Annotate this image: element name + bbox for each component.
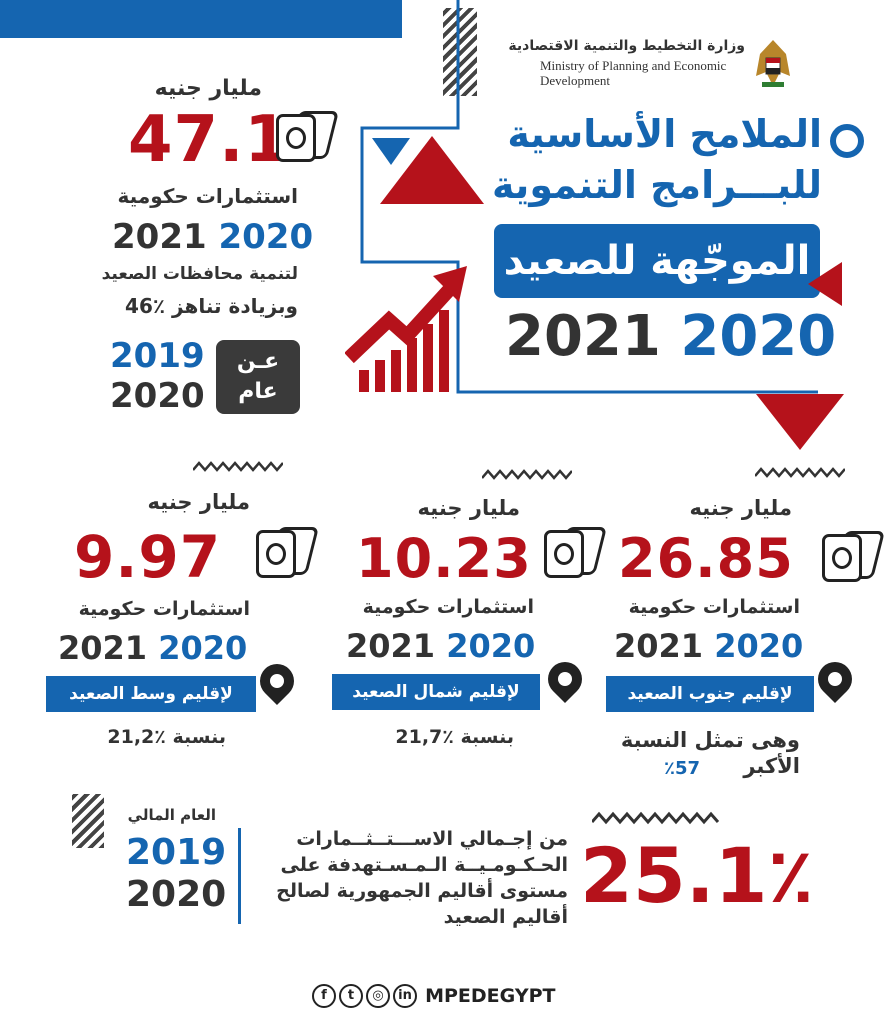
money-icon bbox=[544, 527, 607, 578]
location-pin-icon bbox=[810, 654, 860, 704]
footer-handle[interactable]: MPEDEGYPT bbox=[425, 985, 556, 1007]
region-south-year-b: 2021 bbox=[614, 627, 704, 665]
facebook-icon[interactable]: f bbox=[312, 984, 336, 1008]
triangle-up-decoration bbox=[380, 136, 484, 204]
fiscal-year-label: العام المالي bbox=[127, 806, 216, 824]
region-south-note2: الأكبر bbox=[743, 754, 800, 778]
ministry-name-en: Ministry of Planning and Economic Develo… bbox=[540, 58, 726, 88]
region-north-years: 2021 2020 bbox=[346, 626, 535, 666]
twitter-icon[interactable]: t bbox=[339, 984, 363, 1008]
region-central-share: بنسبة ٪21,2 bbox=[107, 726, 226, 748]
footer-social: f t ◎ in MPEDEGYPT bbox=[312, 984, 555, 1010]
money-icon bbox=[822, 531, 885, 582]
top-stat-unit: مليار جنيه bbox=[154, 76, 262, 101]
region-central-value: 9.97 bbox=[74, 523, 222, 591]
top-stat-compare-year-b: 2020 bbox=[110, 376, 205, 416]
region-south-value: 26.85 bbox=[618, 527, 794, 590]
top-stat-year-b: 2021 bbox=[112, 217, 207, 257]
region-north-year-a: 2020 bbox=[446, 627, 536, 665]
region-central-unit: مليار جنيه bbox=[147, 490, 250, 514]
ministry-name-ar: وزارة التخطيط والتنمية الاقتصادية bbox=[508, 38, 745, 54]
bottom-divider bbox=[238, 828, 241, 924]
top-stat-badge-line1: عـن bbox=[236, 349, 280, 374]
zigzag-decoration bbox=[755, 467, 845, 478]
region-south-label: استثمارات حكومية bbox=[628, 596, 800, 618]
zigzag-decoration bbox=[482, 469, 572, 480]
title-banner: الموجّهة للصعيد bbox=[494, 224, 820, 298]
top-stat-desc2-text: وبزيادة تناهز ٪46 bbox=[125, 294, 298, 318]
title-year-b: 2021 bbox=[505, 304, 661, 369]
title-line2: للبـــرامج التنموية bbox=[492, 163, 822, 207]
region-north-label: استثمارات حكومية bbox=[362, 596, 534, 618]
hatch-decoration-bottom bbox=[72, 794, 104, 848]
top-stat-desc2: وبزيادة تناهز ٪46 bbox=[70, 294, 298, 318]
location-pin-icon bbox=[252, 656, 302, 706]
fiscal-years: 2019 2020 bbox=[126, 832, 226, 916]
top-stat-badge-line2: عام bbox=[238, 379, 278, 404]
bottom-text-line3: مستوى أقاليم الجمهورية لصالح bbox=[276, 880, 568, 902]
bottom-text: من إجـمالي الاســـتــثــمارات الحـكـومـي… bbox=[246, 826, 568, 930]
region-south-unit: مليار جنيه bbox=[689, 496, 792, 520]
ministry-name-en-line1: Ministry of Planning and Economic bbox=[540, 58, 727, 73]
title-year-a: 2020 bbox=[680, 304, 837, 369]
title-bullet-icon bbox=[830, 124, 864, 158]
bottom-text-line1: من إجـمالي الاســـتــثــمارات bbox=[296, 828, 568, 850]
region-south-years: 2021 2020 bbox=[614, 626, 803, 666]
instagram-icon[interactable]: ◎ bbox=[366, 984, 390, 1008]
region-north-value: 10.23 bbox=[356, 527, 532, 590]
money-icon bbox=[256, 527, 319, 578]
title-line1: الملامح الأساسية bbox=[507, 112, 822, 156]
bottom-text-line4: أقاليم الصعيد bbox=[443, 906, 568, 928]
region-north-share: بنسبة ٪21,7 bbox=[395, 726, 514, 748]
region-central-year-a: 2020 bbox=[158, 629, 248, 667]
region-north-unit: مليار جنيه bbox=[417, 496, 520, 520]
growth-chart-icon bbox=[345, 266, 467, 392]
ministry-name-en-line2: Development bbox=[540, 73, 611, 88]
money-icon bbox=[276, 111, 339, 162]
region-south-note3: ٪57 bbox=[663, 758, 700, 779]
top-stat-label: استثمارات حكومية bbox=[117, 184, 298, 208]
top-stat-compare-years: 2019 2020 bbox=[110, 336, 205, 416]
title-years: 2021 2020 bbox=[505, 304, 836, 370]
region-south-bar: لإقليم جنوب الصعيد bbox=[606, 676, 814, 712]
bottom-text-line2: الحـكـومـيــة الـمـسـتهدفة على bbox=[280, 854, 568, 876]
fiscal-year-a: 2019 bbox=[126, 832, 227, 873]
fiscal-year-b: 2020 bbox=[126, 874, 227, 915]
top-stat-value: 47.1 bbox=[128, 103, 290, 177]
zigzag-decoration bbox=[193, 461, 283, 472]
top-stat-compare-year-a: 2019 bbox=[110, 336, 205, 376]
region-central-label: استثمارات حكومية bbox=[78, 598, 250, 620]
linkedin-icon[interactable]: in bbox=[393, 984, 417, 1008]
title-banner-arrow bbox=[808, 262, 842, 306]
hatch-decoration-top bbox=[443, 8, 477, 96]
region-central-year-b: 2021 bbox=[58, 629, 148, 667]
triangle-down-decoration bbox=[756, 394, 844, 450]
zigzag-decoration bbox=[592, 811, 720, 825]
top-stat-year-a: 2020 bbox=[218, 217, 314, 257]
region-north-year-b: 2021 bbox=[346, 627, 436, 665]
bottom-value: 25.1٪ bbox=[580, 831, 814, 920]
region-north-bar: لإقليم شمال الصعيد bbox=[332, 674, 540, 710]
region-south-note1: وهى تمثل النسبة bbox=[620, 728, 800, 752]
top-stat-years: 2021 2020 bbox=[112, 216, 313, 258]
top-blue-bar bbox=[0, 0, 402, 38]
top-stat-desc1: لتنمية محافظات الصعيد bbox=[101, 264, 298, 284]
region-central-years: 2021 2020 bbox=[58, 628, 247, 668]
region-central-bar: لإقليم وسط الصعيد bbox=[46, 676, 256, 712]
location-pin-icon bbox=[540, 654, 590, 704]
eagle-emblem-icon bbox=[756, 40, 790, 87]
region-south-year-a: 2020 bbox=[714, 627, 804, 665]
top-stat-badge: عـن عام bbox=[216, 340, 300, 414]
